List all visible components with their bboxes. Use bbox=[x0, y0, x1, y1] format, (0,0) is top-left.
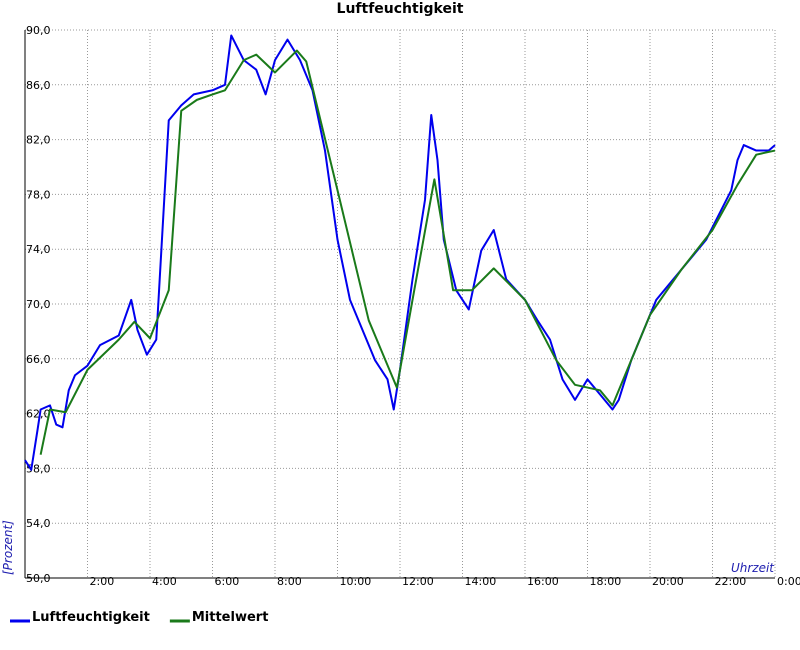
y-tick-label: 70,0 bbox=[26, 298, 51, 311]
x-tick-label: 12:00 bbox=[402, 575, 434, 588]
x-tick-label: 16:00 bbox=[527, 575, 559, 588]
x-tick-label: 0:00 bbox=[777, 575, 800, 588]
x-tick-label: 4:00 bbox=[152, 575, 177, 588]
y-tick-label: 62,0 bbox=[26, 408, 51, 421]
y-tick-label: 66,0 bbox=[26, 353, 51, 366]
x-tick-label: 20:00 bbox=[652, 575, 684, 588]
legend-label: Luftfeuchtigkeit bbox=[32, 610, 150, 625]
x-axis-label: Uhrzeit bbox=[731, 561, 775, 575]
y-tick-label: 54,0 bbox=[26, 517, 51, 530]
y-axis-label: [Prozent] bbox=[1, 520, 15, 575]
x-tick-label: 14:00 bbox=[465, 575, 497, 588]
y-tick-label: 74,0 bbox=[26, 243, 51, 256]
x-tick-label: 18:00 bbox=[590, 575, 622, 588]
y-tick-label: 86,0 bbox=[26, 79, 51, 92]
legend-label: Mittelwert bbox=[192, 610, 269, 625]
data-line bbox=[39, 49, 776, 455]
x-tick-label: 6:00 bbox=[215, 575, 240, 588]
y-tick-label: 82,0 bbox=[26, 134, 51, 147]
chart-title: Luftfeuchtigkeit bbox=[337, 1, 464, 17]
x-tick-label: 8:00 bbox=[277, 575, 302, 588]
x-tick-label: 2:00 bbox=[90, 575, 115, 588]
y-tick-label: 90,0 bbox=[26, 24, 51, 37]
y-tick-label: 78,0 bbox=[26, 188, 51, 201]
x-tick-label: 22:00 bbox=[715, 575, 747, 588]
x-tick-label: 10:00 bbox=[340, 575, 372, 588]
